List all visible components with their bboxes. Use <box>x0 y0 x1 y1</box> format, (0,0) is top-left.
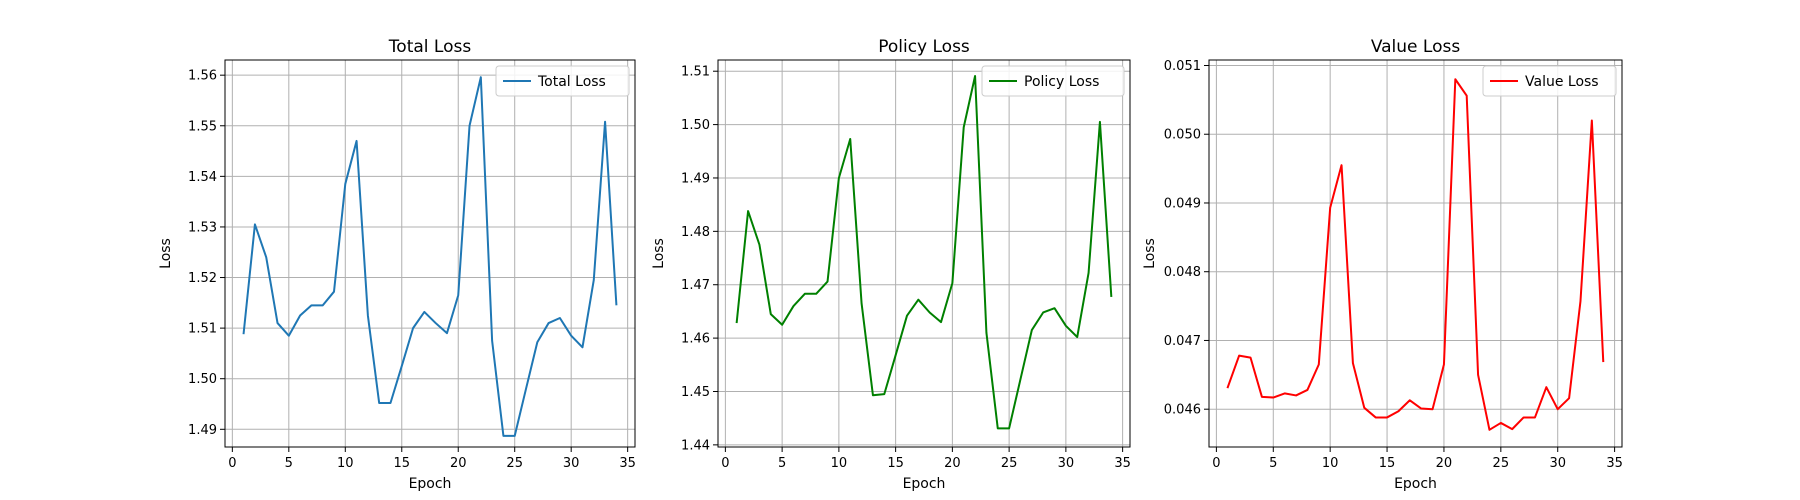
y-axis-label: Loss <box>158 238 174 269</box>
y-tick-label: 1.49 <box>681 171 710 186</box>
x-tick-label: 20 <box>944 456 961 471</box>
legend: Total Loss <box>495 65 630 97</box>
x-tick-label: 10 <box>831 456 848 471</box>
x-tick-label: 20 <box>1436 456 1453 471</box>
y-tick-label: 1.47 <box>681 278 710 293</box>
legend-box <box>981 65 1125 97</box>
y-tick-label: 1.56 <box>188 69 217 84</box>
legend-label: Total Loss <box>537 74 606 90</box>
legend-box <box>495 65 630 97</box>
y-tick-label: 0.049 <box>1164 196 1201 211</box>
y-tick-label: 0.048 <box>1164 265 1201 280</box>
series-line <box>1226 78 1605 431</box>
axes-frame <box>224 59 636 448</box>
y-tick-label: 1.46 <box>681 332 710 347</box>
y-tick-label: 1.50 <box>681 118 710 133</box>
y-tick-label: 1.55 <box>188 119 217 134</box>
x-tick-label: 10 <box>337 456 354 471</box>
axes-frame <box>1208 59 1623 448</box>
x-tick-label: 15 <box>393 456 410 471</box>
y-tick-label: 1.51 <box>681 65 710 80</box>
chart-title: Value Loss <box>1371 37 1461 57</box>
x-tick-label: 25 <box>506 456 523 471</box>
x-tick-label: 5 <box>778 456 786 471</box>
x-tick-label: 0 <box>228 456 236 471</box>
x-axis-label: Epoch <box>903 476 946 492</box>
y-tick-label: 0.051 <box>1164 59 1201 74</box>
y-axis-label: Loss <box>651 238 667 269</box>
x-tick-label: 30 <box>563 456 580 471</box>
y-tick-label: 1.45 <box>681 385 710 400</box>
x-tick-label: 35 <box>619 456 636 471</box>
y-tick-label: 1.54 <box>188 170 217 185</box>
x-tick-label: 0 <box>721 456 729 471</box>
chart-title: Total Loss <box>388 37 472 57</box>
series-line <box>242 76 618 437</box>
y-tick-label: 1.51 <box>188 322 217 337</box>
y-tick-label: 1.48 <box>681 225 710 240</box>
x-axis-label: Epoch <box>409 476 452 492</box>
x-axis-label: Epoch <box>1394 476 1437 492</box>
legend: Value Loss <box>1482 65 1617 97</box>
x-tick-label: 5 <box>285 456 293 471</box>
y-axis-label: Loss <box>1142 238 1158 269</box>
series-line <box>735 75 1113 430</box>
chart-panel-2: 0 5 10 15 20 25 30 35 1.44 1.45 1.46 1.47 1.48 1.49 1.… <box>651 37 1131 492</box>
x-tick-label: 35 <box>1114 456 1131 471</box>
y-tick-label: 1.50 <box>188 372 217 387</box>
x-tick-label: 15 <box>887 456 904 471</box>
legend-label: Value Loss <box>1525 74 1599 90</box>
y-tick-label: 0.050 <box>1164 128 1201 143</box>
x-tick-label: 5 <box>1269 456 1277 471</box>
x-tick-label: 35 <box>1606 456 1623 471</box>
x-tick-label: 15 <box>1379 456 1396 471</box>
y-tick-label: 1.44 <box>681 438 710 453</box>
legend: Policy Loss <box>981 65 1125 97</box>
legend-label: Policy Loss <box>1024 74 1099 90</box>
y-tick-label: 0.047 <box>1164 334 1201 349</box>
y-tick-label: 0.046 <box>1164 403 1201 418</box>
y-tick-label: 1.53 <box>188 220 217 235</box>
chart-panel-3: 0 5 10 15 20 25 30 35 0.046 0.047 0.048 0.049 0.050 0… <box>1142 37 1623 492</box>
x-tick-label: 25 <box>1001 456 1018 471</box>
x-tick-label: 10 <box>1322 456 1339 471</box>
x-tick-label: 0 <box>1212 456 1220 471</box>
axes-frame <box>717 59 1131 448</box>
x-tick-label: 25 <box>1493 456 1510 471</box>
y-tick-label: 1.49 <box>188 423 217 438</box>
chart-title: Policy Loss <box>878 37 970 57</box>
x-tick-label: 20 <box>450 456 467 471</box>
x-tick-label: 30 <box>1058 456 1075 471</box>
y-tick-label: 1.52 <box>188 271 217 286</box>
chart-panel-1: 0 5 10 15 20 25 30 35 1.49 1.50 1.51 1.52 1.53 1.54 1.… <box>158 37 636 492</box>
legend-box <box>1482 65 1617 97</box>
x-tick-label: 30 <box>1549 456 1566 471</box>
